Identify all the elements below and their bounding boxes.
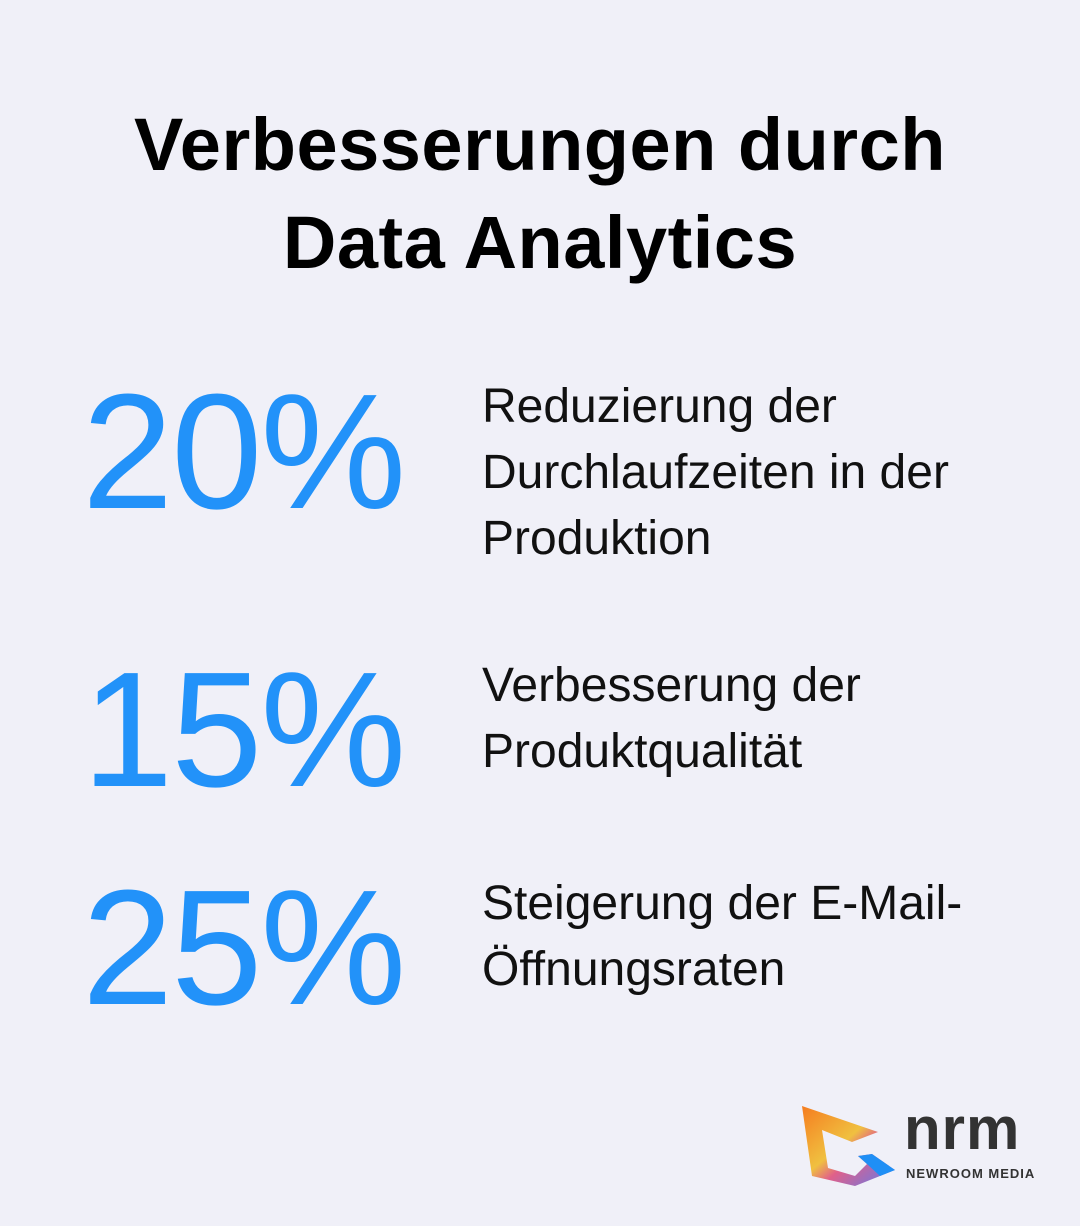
desc-line: Öffnungsraten bbox=[482, 943, 786, 996]
logo-wordmark: nrm bbox=[904, 1095, 1021, 1162]
title-line-2: Data Analytics bbox=[282, 201, 798, 284]
logo-tagline: NEWROOM MEDIA bbox=[906, 1166, 1036, 1181]
newroom-media-logo: nrm NEWROOM MEDIA bbox=[800, 1095, 1050, 1189]
desc-line: Verbesserung der bbox=[482, 659, 861, 712]
page-title: Verbesserungen durch Data Analytics bbox=[0, 96, 1080, 292]
logo-mark-icon bbox=[802, 1106, 895, 1186]
stat-value: 25% bbox=[82, 856, 406, 1039]
stat-description: Verbesserung der Produktqualität bbox=[482, 653, 1042, 785]
stat-description: Reduzierung der Durchlaufzeiten in der P… bbox=[482, 374, 1042, 572]
title-line-1: Verbesserungen durch bbox=[134, 103, 946, 186]
desc-line: Steigerung der E-Mail- bbox=[482, 877, 963, 930]
desc-line: Produktqualität bbox=[482, 725, 803, 778]
stat-description: Steigerung der E-Mail- Öffnungsraten bbox=[482, 871, 1042, 1003]
desc-line: Reduzierung der bbox=[482, 380, 837, 433]
desc-line: Durchlaufzeiten in der bbox=[482, 446, 949, 499]
desc-line: Produktion bbox=[482, 512, 712, 565]
stat-value: 15% bbox=[82, 638, 406, 821]
stat-value: 20% bbox=[82, 360, 406, 543]
